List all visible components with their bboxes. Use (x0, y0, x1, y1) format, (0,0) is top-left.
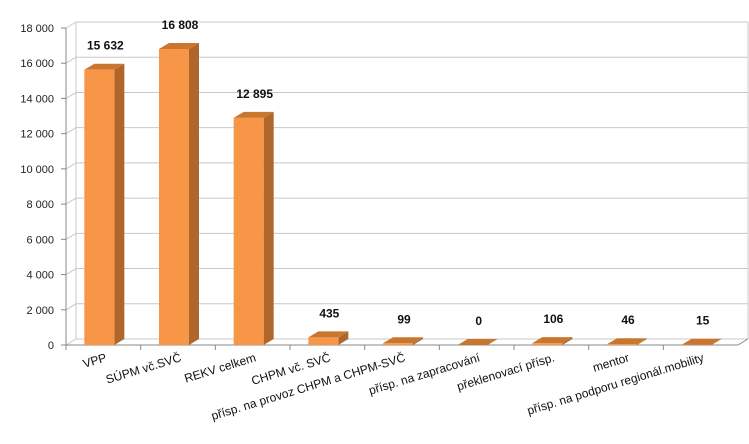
bar-top (681, 338, 722, 345)
bar-top (607, 338, 647, 345)
y-tick-labels: 0 2 000 4 000 6 000 8 000 10 000 12 000 14 000 1… (20, 23, 54, 352)
gridline-side (65, 232, 77, 240)
y-tick-label: 2 000 (26, 305, 54, 317)
bar-side (263, 111, 274, 345)
gridline-side (65, 56, 77, 64)
category-label: REKV celkem (183, 350, 258, 385)
bar-front (84, 69, 115, 345)
y-tick-label: 16 000 (20, 58, 54, 70)
bar-front (532, 343, 563, 345)
bar (159, 42, 199, 346)
gridline-side (65, 268, 77, 275)
y-tick-label: 8 000 (26, 199, 54, 211)
bar (532, 337, 573, 345)
bar-top (532, 337, 573, 344)
gridline-side (65, 303, 77, 311)
bar-top (308, 331, 349, 338)
gridline-side (65, 197, 77, 205)
y-tick-label: 18 000 (20, 23, 54, 35)
bar-top (84, 63, 125, 70)
gridline-side (65, 127, 77, 135)
bar-front (383, 343, 413, 345)
y-tick-label: 4 000 (26, 270, 54, 282)
bar (233, 111, 274, 345)
data-label: 435 (319, 306, 339, 320)
bar-side (711, 338, 722, 345)
data-label: 46 (621, 313, 635, 327)
data-labels: 15 632 16 808 12 895 435 99 0 106 46 15 (87, 18, 710, 328)
bar (383, 337, 423, 345)
y-tick-label: 6 000 (26, 234, 54, 246)
bar-front (233, 117, 264, 345)
data-label: 16 808 (162, 18, 199, 32)
bar (84, 63, 125, 345)
gridline-side (65, 162, 77, 170)
data-label: 106 (543, 312, 563, 326)
y-tick-label: 10 000 (20, 164, 54, 176)
data-label: 12 895 (236, 87, 273, 101)
bar-side (637, 338, 647, 345)
floor-edge (737, 338, 749, 346)
y-tick-label: 12 000 (20, 129, 54, 141)
category-label: VPP (81, 350, 108, 370)
bars (84, 42, 722, 346)
bar (457, 339, 498, 345)
category-label: mentor (591, 350, 631, 374)
bar-front (607, 344, 637, 345)
bar-front (308, 337, 339, 345)
bar-side (338, 331, 349, 345)
category-label: SÚPM vč.SVČ (104, 349, 183, 386)
bar (681, 338, 722, 345)
gridline-side (65, 92, 77, 99)
bar-top (233, 111, 274, 118)
data-label: 15 632 (87, 39, 124, 53)
gridline-side (65, 21, 77, 29)
bar-top (457, 339, 498, 345)
bar-front (159, 48, 189, 346)
bar-side (562, 337, 573, 345)
bar (308, 331, 349, 345)
gridline-side (65, 338, 77, 346)
bar-side (413, 337, 423, 345)
y-tick-label: 14 000 (20, 93, 54, 105)
data-label: 99 (397, 312, 411, 326)
bar-top (383, 337, 423, 344)
bar (607, 338, 647, 345)
bar-top (159, 42, 199, 49)
data-label: 15 (696, 314, 710, 328)
data-label: 0 (475, 314, 482, 328)
bar-side (189, 42, 199, 346)
y-tick-label: 0 (48, 340, 54, 352)
bar-side (114, 63, 125, 345)
